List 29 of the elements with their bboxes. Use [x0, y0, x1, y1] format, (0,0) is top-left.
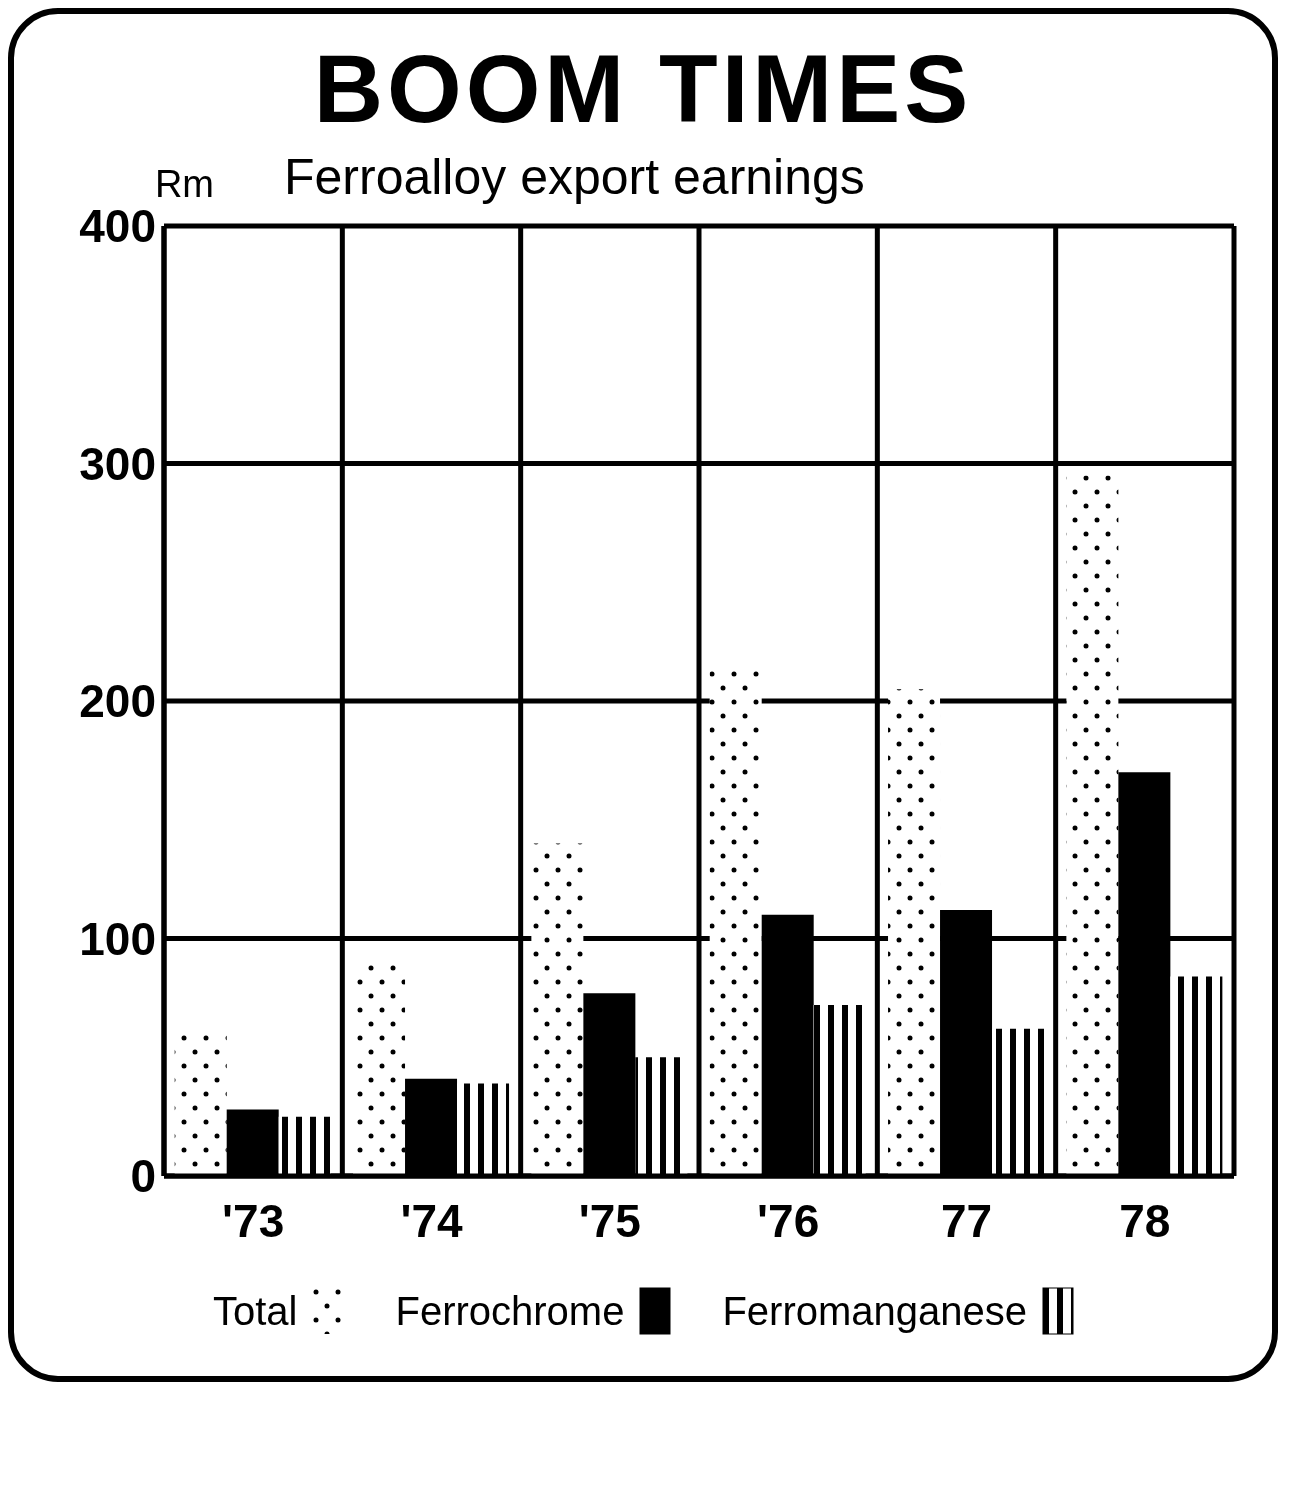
bar [992, 1028, 1045, 1176]
bar [457, 1083, 510, 1176]
bar [278, 1116, 331, 1176]
legend-label: Ferromanganese [722, 1288, 1028, 1334]
bar [174, 1033, 227, 1176]
chart-subtitle: Ferroalloy export earnings [283, 148, 865, 206]
x-tick-label: '73 [222, 1194, 285, 1247]
x-tick-label: 77 [940, 1194, 993, 1247]
bar [635, 1057, 688, 1176]
x-tick-label: '76 [757, 1194, 820, 1247]
legend-label: Ferrochrome [395, 1288, 625, 1334]
y-tick-label: 0 [130, 1150, 156, 1203]
x-tick-label: '75 [578, 1194, 641, 1247]
bar [1170, 976, 1223, 1176]
bar [353, 962, 406, 1176]
y-tick-label: 200 [79, 675, 156, 728]
bar [709, 670, 762, 1176]
bar [531, 843, 584, 1176]
bar [1066, 475, 1119, 1176]
y-tick-label: 300 [79, 437, 156, 490]
y-tick-label: 400 [79, 200, 156, 253]
chart-title: BOOM TIMES [312, 34, 974, 144]
y-tick-label: 100 [79, 912, 156, 965]
x-tick-label: '74 [400, 1194, 463, 1247]
bar [888, 689, 941, 1176]
legend-label: Total [212, 1288, 298, 1334]
y-axis-title: Rm [153, 163, 215, 206]
bar [813, 1005, 866, 1176]
x-tick-label: 78 [1119, 1194, 1171, 1247]
